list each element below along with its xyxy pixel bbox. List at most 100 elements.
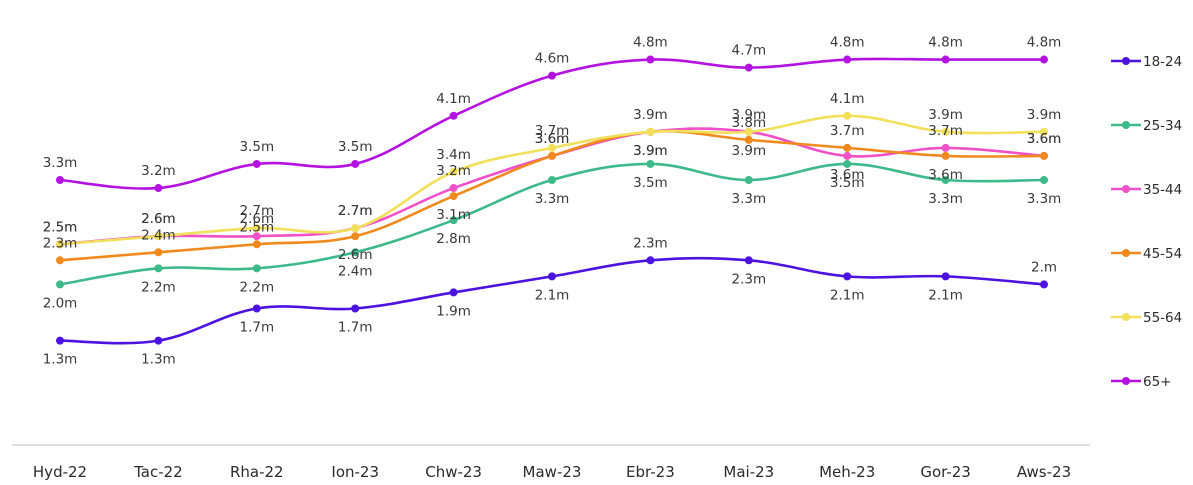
data-point[interactable] <box>646 127 655 136</box>
legend-item-25-34[interactable]: 25-34 <box>1111 118 1182 134</box>
data-point[interactable] <box>252 224 261 233</box>
data-point[interactable] <box>56 176 64 185</box>
data-point[interactable] <box>646 159 655 168</box>
data-label: 4.8m <box>1027 35 1062 51</box>
data-point[interactable] <box>646 55 655 64</box>
data-point[interactable] <box>744 135 753 144</box>
data-label: 3.2m <box>436 163 471 179</box>
data-point[interactable] <box>548 176 556 185</box>
legend-swatch-marker <box>1122 185 1130 193</box>
data-label: 4.1m <box>436 91 471 107</box>
data-point[interactable] <box>1040 151 1048 160</box>
x-tick-label: Aws-23 <box>1017 463 1071 481</box>
data-label: 2.5m <box>239 219 274 235</box>
data-label: 2.5m <box>43 219 78 235</box>
data-point[interactable] <box>548 143 556 152</box>
data-point[interactable] <box>351 248 360 257</box>
data-point[interactable] <box>56 280 64 289</box>
data-label: 2.1m <box>535 287 570 303</box>
data-label: 3.5m <box>830 175 865 191</box>
data-point[interactable] <box>252 240 261 249</box>
legend-item-35-44[interactable]: 35-44 <box>1111 182 1182 198</box>
data-point[interactable] <box>744 256 753 265</box>
data-point[interactable] <box>548 272 556 281</box>
data-point[interactable] <box>1040 127 1048 136</box>
data-point[interactable] <box>154 248 163 257</box>
data-point[interactable] <box>1040 176 1048 185</box>
data-point[interactable] <box>449 192 458 201</box>
data-point[interactable] <box>351 159 360 168</box>
data-point[interactable] <box>646 256 655 265</box>
data-point[interactable] <box>548 151 556 160</box>
data-point[interactable] <box>843 159 852 168</box>
data-label: 4.1m <box>830 91 865 107</box>
x-tick-label: Ebr-23 <box>626 463 675 481</box>
data-point[interactable] <box>252 264 261 273</box>
data-point[interactable] <box>154 184 163 193</box>
data-point[interactable] <box>744 127 753 136</box>
data-point[interactable] <box>154 336 163 345</box>
data-label: 1.3m <box>141 352 176 368</box>
data-label: 3.4m <box>436 147 471 163</box>
data-label: 3.6m <box>535 131 570 147</box>
data-label: 2.3m <box>633 235 668 251</box>
data-label: 3.5m <box>239 139 274 155</box>
data-point[interactable] <box>744 63 753 72</box>
data-label: 3.3m <box>1027 191 1062 207</box>
data-point[interactable] <box>941 151 950 160</box>
data-point[interactable] <box>843 55 852 64</box>
data-point[interactable] <box>449 167 458 176</box>
data-point[interactable] <box>843 143 852 152</box>
data-label: 2.7m <box>338 203 373 219</box>
series-25-34 <box>56 159 1048 289</box>
data-point[interactable] <box>449 288 458 297</box>
data-point[interactable] <box>941 127 950 136</box>
data-label: 2.4m <box>338 263 373 279</box>
data-point[interactable] <box>1040 55 1048 64</box>
data-label: 3.6m <box>928 167 963 183</box>
legend-item-18-24[interactable]: 18-24 <box>1111 54 1182 70</box>
legend[interactable]: 18-24 25-34 35-44 45-54 55-64 65+ <box>1111 54 1182 390</box>
data-point[interactable] <box>843 272 852 281</box>
data-point[interactable] <box>154 232 163 241</box>
data-point[interactable] <box>56 336 64 345</box>
data-point[interactable] <box>56 240 64 249</box>
data-point[interactable] <box>154 264 163 273</box>
data-point[interactable] <box>941 176 950 185</box>
data-label: 2.6m <box>239 211 274 227</box>
x-tick-label: Rha-22 <box>230 463 284 481</box>
data-point[interactable] <box>449 184 458 193</box>
data-point[interactable] <box>548 71 556 80</box>
data-point[interactable] <box>744 176 753 185</box>
data-label: 3.9m <box>633 143 668 159</box>
data-point[interactable] <box>252 232 261 241</box>
data-label: 3.6m <box>1027 131 1062 147</box>
data-point[interactable] <box>1040 280 1048 289</box>
data-point[interactable] <box>843 111 852 120</box>
legend-item-65+[interactable]: 65+ <box>1111 374 1172 390</box>
data-label: 3.7m <box>830 123 865 139</box>
data-point[interactable] <box>252 304 261 313</box>
data-point[interactable] <box>941 272 950 281</box>
data-point[interactable] <box>843 151 852 160</box>
data-point[interactable] <box>351 224 360 233</box>
data-point[interactable] <box>449 216 458 225</box>
series-65+ <box>56 55 1048 193</box>
x-tick-label: Meh-23 <box>819 463 875 481</box>
data-label: 3.9m <box>928 107 963 123</box>
legend-label: 35-44 <box>1143 182 1182 198</box>
data-label: 4.8m <box>830 35 865 51</box>
data-point[interactable] <box>941 143 950 152</box>
data-point[interactable] <box>351 232 360 241</box>
data-label: 2.4m <box>141 227 176 243</box>
data-point[interactable] <box>941 55 950 64</box>
data-point[interactable] <box>351 304 360 313</box>
x-tick-label: Maw-23 <box>523 463 582 481</box>
data-point[interactable] <box>56 256 64 265</box>
data-point[interactable] <box>449 111 458 120</box>
data-label: 3.1m <box>436 207 471 223</box>
legend-item-45-54[interactable]: 45-54 <box>1111 246 1182 262</box>
data-label: 3.9m <box>731 107 766 123</box>
legend-item-55-64[interactable]: 55-64 <box>1111 310 1182 326</box>
data-point[interactable] <box>252 159 261 168</box>
